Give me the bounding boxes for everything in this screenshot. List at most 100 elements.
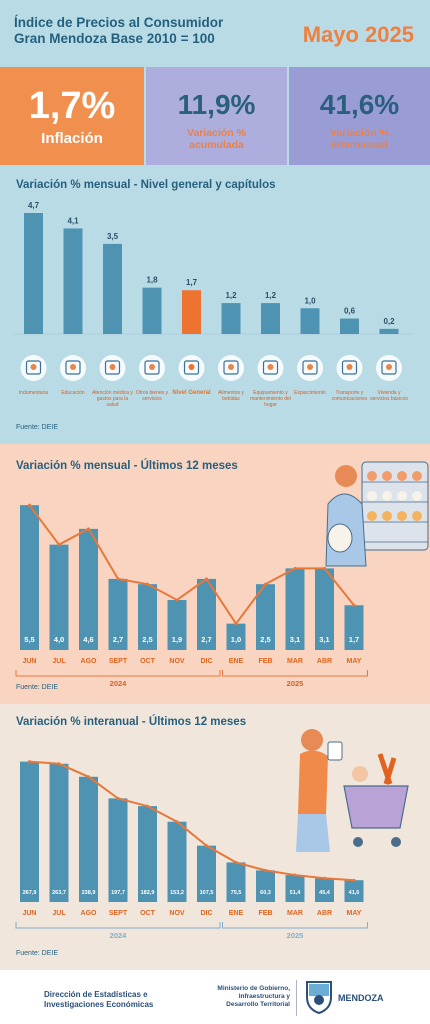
trend-point xyxy=(146,804,149,808)
year-bracket xyxy=(15,670,221,677)
footer-org: Dirección de Estadísticas e Investigacio… xyxy=(44,990,153,1010)
trend-point xyxy=(28,503,31,507)
trend-point xyxy=(264,868,267,872)
scissors-icon xyxy=(139,355,165,381)
bar xyxy=(24,213,43,334)
bar xyxy=(20,505,39,650)
data-label: 4,0 xyxy=(54,635,64,644)
mendoza-shield-icon xyxy=(306,981,332,1015)
category-label: Otros bienes y servicios xyxy=(135,390,169,402)
tick-label: DIC xyxy=(200,658,212,665)
year-label: 2024 xyxy=(110,931,128,940)
trend-line xyxy=(28,504,355,626)
tick-label: MAY xyxy=(347,658,362,665)
tick-label: ABR xyxy=(317,658,332,665)
data-label: 3,5 xyxy=(107,232,119,241)
tick-label: DIC xyxy=(200,910,212,917)
data-label: 2,7 xyxy=(201,635,211,644)
page-title-line1: Índice de Precios al Consumidor xyxy=(14,15,224,30)
data-label: 4,6 xyxy=(83,635,93,644)
kpi-accumulated-value: 11,9% xyxy=(177,89,256,120)
kpi-accumulated-label: Variación % acumulada xyxy=(146,127,287,151)
data-label: 238,9 xyxy=(82,890,96,896)
bar xyxy=(315,568,334,650)
year-bracket xyxy=(15,922,221,929)
trend-point xyxy=(352,878,356,882)
tick-label: JUL xyxy=(52,910,66,917)
footer-ministry-line1: Ministerio de Gobierno, xyxy=(217,985,290,992)
tick-label: SEPT xyxy=(109,658,128,665)
year-bracket xyxy=(222,670,368,677)
thermometer-icon xyxy=(99,355,126,381)
trend-point xyxy=(87,527,90,531)
footer-province: MENDOZA xyxy=(338,993,384,1003)
footer-ministry-line2: Infraestructura y xyxy=(238,993,290,1000)
bar xyxy=(63,228,83,334)
washer-icon xyxy=(257,355,284,381)
trend-point xyxy=(57,543,61,547)
footer-org-line1: Dirección de Estadísticas e xyxy=(44,990,148,999)
category-label: Transporte y comunicaciones xyxy=(331,390,368,402)
bar xyxy=(79,528,98,650)
year-label: 2025 xyxy=(287,679,304,688)
bar xyxy=(138,806,157,902)
trend-point xyxy=(116,577,120,581)
data-label: 1,2 xyxy=(265,291,277,300)
kpi-interannual-label-line2: internanual xyxy=(331,139,388,151)
bar xyxy=(261,303,280,334)
bar xyxy=(49,544,69,650)
bar xyxy=(142,287,162,334)
tick-label: AGO xyxy=(81,658,98,665)
kpi-strip: 1,7% Inflación 11,9% Variación % acumulad… xyxy=(0,64,430,168)
chart-chapters-title: Variación % mensual - Nivel general y ca… xyxy=(16,179,276,191)
tshirt-icon xyxy=(20,355,47,381)
chart-chapters-source: Fuente: DEIE xyxy=(16,424,59,431)
trend-point xyxy=(323,566,326,570)
bar xyxy=(226,862,246,902)
chart-chapters: 4,7 4,1 3,5 1,8 1,7 1,2 1,2 1,0 0,6 0,2 xyxy=(14,201,414,381)
trend-point xyxy=(87,775,90,779)
kpi-interannual-label: Variación % internanual xyxy=(289,127,430,151)
trend-point xyxy=(234,860,238,864)
trend-point xyxy=(352,603,356,607)
trend-point xyxy=(175,820,179,824)
trend-point xyxy=(205,577,208,581)
bar xyxy=(197,845,216,902)
chart-interannual: 267,9 JUN 263,7 JUL 238,9 AGO 197,7 SEPT 182,9 OC… xyxy=(15,729,409,940)
category-label: Vivienda y servicios básicos xyxy=(370,390,408,402)
data-label: 5,5 xyxy=(24,635,34,644)
tick-label: OCT xyxy=(140,910,156,917)
kpi-accumulated: 11,9% Variación % acumulada xyxy=(146,67,287,165)
data-label: 0,2 xyxy=(383,317,395,326)
trend-point xyxy=(264,582,267,586)
groceries-icon xyxy=(218,355,244,381)
data-label: 1,9 xyxy=(172,635,182,644)
chart-chapters-section: Variación % mensual - Nivel general y ca… xyxy=(0,168,430,444)
mother-cart-illustration xyxy=(296,729,409,852)
footer-ministry-line3: Desarrollo Territorial xyxy=(226,1001,290,1008)
kpi-inflation-value: 1,7% xyxy=(28,85,116,127)
shopper-illustration xyxy=(325,461,429,567)
trend-point xyxy=(116,796,120,800)
category-label: Nivel General xyxy=(172,390,211,396)
bar xyxy=(197,578,216,650)
report-month: Mayo 2025 xyxy=(302,22,414,47)
tick-label: MAR xyxy=(287,658,303,665)
chart-interannual-title: Variación % interanual - Últimos 12 mese… xyxy=(16,716,247,728)
bar xyxy=(221,303,241,334)
data-label: 2,5 xyxy=(142,635,152,644)
data-label: 1,2 xyxy=(225,291,237,300)
footer-org-line2: Investigaciones Económicas xyxy=(44,1000,154,1009)
category-label: Esparcimiento xyxy=(294,390,326,396)
bar xyxy=(256,584,275,650)
data-label: 2,5 xyxy=(260,635,270,644)
tick-label: NOV xyxy=(169,910,185,917)
chart-monthly-section: Variación % mensual - Últimos 12 meses 5… xyxy=(0,444,430,704)
data-label: 60,3 xyxy=(260,890,271,896)
bar xyxy=(344,880,364,902)
category-label: Atención médica y gastos para la salud xyxy=(92,390,133,408)
trend-point xyxy=(205,844,208,848)
kpi-accumulated-label-line2: acumulada xyxy=(189,139,244,151)
data-label: 75,5 xyxy=(231,890,242,896)
bar xyxy=(108,578,128,650)
